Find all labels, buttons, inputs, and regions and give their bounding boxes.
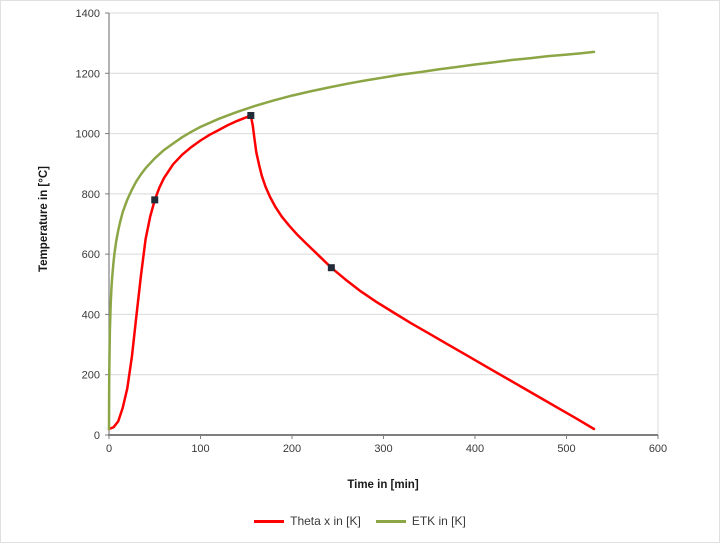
theta-line-swatch [254,519,285,523]
series-line-0 [107,114,596,431]
legend-label-etk: ETK in [K] [411,514,466,528]
y-tick-label: 200 [82,370,100,382]
y-tick-label: 600 [82,249,100,261]
legend: Theta x in [K] ETK in [K] [1,500,719,542]
y-tick-label: 0 [94,430,100,442]
y-tick-label: 800 [82,189,100,201]
y-axis-title: Temperature in [°C] [38,166,50,272]
legend-label-theta: Theta x in [K] [290,514,361,528]
legend-item-theta: Theta x in [K] [254,514,361,528]
data-point-marker [247,111,255,119]
data-point-marker [151,196,159,204]
y-tick-label: 1000 [76,129,100,141]
x-tick-label: 300 [374,443,392,455]
etk-line-swatch [375,519,406,523]
plot-svg: 0 100 200 300 400 500 600 0 200 400 600 800 1000 1200… [38,8,668,491]
series-layer [107,50,596,431]
x-tick-label: 200 [283,443,301,455]
x-axis-title: Time in [min] [347,479,419,491]
y-tick-label: 400 [82,309,100,321]
legend-item-etk: ETK in [K] [375,514,466,528]
series-line-1 [107,50,596,431]
data-point-marker [327,264,335,272]
x-tick-label: 400 [466,443,484,455]
y-tick-label: 1400 [76,8,100,20]
x-tick-label: 500 [557,443,575,455]
y-tick-label: 1200 [76,68,100,80]
tick-label-layer: 0 100 200 300 400 500 600 0 200 400 600 800 1000 1200… [76,8,668,455]
x-tick-label: 100 [191,443,209,455]
x-tick-label: 600 [649,443,667,455]
x-tick-label: 0 [106,443,112,455]
